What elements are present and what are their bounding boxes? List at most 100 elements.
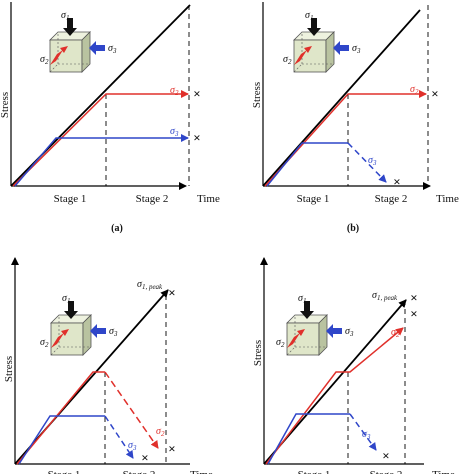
panel-a: Stress Time Stage 1 Stage 2 × × σ2 σ3 σ1…	[0, 2, 220, 234]
sigma3-symbol: σ	[362, 429, 368, 440]
svg-text:σ1: σ1	[298, 293, 306, 305]
time-axis-label: Time	[436, 193, 459, 205]
time-axis-label: Time	[432, 469, 455, 474]
stress-axis-label: Stress	[3, 356, 15, 382]
svg-text:σ3: σ3	[170, 126, 179, 138]
sigma3-path	[267, 413, 350, 465]
cube-sigma3-subscript: 3	[349, 330, 354, 338]
cube-specimen-icon	[293, 17, 350, 73]
panel-b: Stress Time Stage 1 Stage 2 × × σ2 σ3 σ1…	[251, 2, 459, 234]
cube-specimen-icon	[49, 17, 106, 73]
stage2-label: Stage 2	[370, 469, 403, 474]
svg-text:σ3: σ3	[368, 155, 377, 167]
sigma2-path	[16, 371, 105, 465]
sigma3-path	[18, 415, 105, 465]
stage2-label: Stage 2	[123, 469, 156, 474]
svg-text:σ3: σ3	[109, 326, 118, 338]
sigma2-path	[264, 90, 427, 187]
svg-text:σ3: σ3	[345, 326, 354, 338]
failure-mark: ×	[141, 450, 148, 465]
svg-text:σ1: σ1	[62, 293, 70, 305]
cube-specimen-icon	[286, 300, 343, 356]
stage1-label: Stage 1	[297, 193, 330, 205]
svg-text:σ1, peak: σ1, peak	[137, 279, 163, 291]
sigma3-unloading	[347, 142, 387, 183]
sigma3-subscript: 3	[366, 433, 371, 441]
cube-sigma1-symbol: σ	[61, 10, 67, 21]
stage2-label: Stage 2	[375, 193, 408, 205]
failure-mark: ×	[410, 306, 417, 321]
cube-sigma2-symbol: σ	[276, 337, 282, 348]
svg-text:σ2: σ2	[156, 426, 165, 438]
failure-mark: ×	[431, 86, 438, 101]
cube-specimen-icon	[50, 300, 107, 356]
sigma1-peak-symbol: σ	[372, 290, 378, 301]
failure-mark: ×	[410, 290, 417, 305]
sigma3-path	[266, 142, 348, 187]
cube-sigma1-subscript: 1	[310, 14, 314, 22]
sigma3-symbol: σ	[128, 440, 134, 451]
cube-sigma3-symbol: σ	[109, 326, 115, 337]
sigma3-path	[14, 134, 189, 187]
sigma3-unloading	[104, 415, 134, 459]
sigma3-subscript: 3	[372, 159, 377, 167]
cube-sigma2-subscript: 2	[45, 58, 49, 66]
cube-sigma3-subscript: 3	[113, 330, 118, 338]
svg-text:σ1: σ1	[305, 10, 313, 22]
sigma1-peak-subscript: 1, peak	[142, 283, 163, 291]
time-axis-label: Time	[197, 193, 220, 205]
sigma3-subscript: 3	[174, 130, 179, 138]
svg-text:σ1: σ1	[61, 10, 69, 22]
cube-sigma2-symbol: σ	[40, 54, 46, 65]
cube-sigma3-subscript: 3	[112, 47, 117, 55]
time-axis-label: Time	[190, 469, 213, 474]
failure-mark: ×	[193, 86, 200, 101]
svg-text:σ1, peak: σ1, peak	[372, 290, 398, 302]
cube-sigma3-symbol: σ	[352, 43, 358, 54]
sigma2-symbol: σ	[156, 426, 162, 437]
sigma2-unloading	[104, 371, 159, 449]
cube-sigma2-symbol: σ	[283, 54, 289, 65]
sigma2-symbol: σ	[391, 327, 397, 338]
failure-mark: ×	[193, 130, 200, 145]
panel-a-label: (a)	[111, 223, 123, 234]
cube-sigma2-subscript: 2	[45, 341, 49, 349]
svg-text:σ3: σ3	[128, 440, 137, 452]
svg-text:σ3: σ3	[108, 43, 117, 55]
svg-text:σ3: σ3	[362, 429, 371, 441]
cube-sigma1-symbol: σ	[305, 10, 311, 21]
sigma1-peak-subscript: 1, peak	[377, 294, 398, 302]
stress-axis-label: Stress	[0, 92, 11, 118]
cube-sigma1-subscript: 1	[66, 14, 70, 22]
sigma1-path	[262, 9, 421, 187]
cube-sigma1-subscript: 1	[303, 297, 307, 305]
svg-text:σ2: σ2	[410, 84, 419, 96]
svg-text:σ2: σ2	[170, 85, 179, 97]
cube-sigma1-subscript: 1	[67, 297, 71, 305]
sigma2-symbol: σ	[170, 85, 176, 96]
cube-sigma2-symbol: σ	[40, 337, 46, 348]
stage1-label: Stage 1	[298, 469, 331, 474]
cube-sigma3-symbol: σ	[108, 43, 114, 54]
sigma2-subscript: 2	[396, 331, 400, 339]
stress-axis-label: Stress	[251, 82, 263, 108]
stage1-label: Stage 1	[48, 469, 81, 474]
cube-sigma2-subscript: 2	[288, 58, 292, 66]
failure-mark: ×	[393, 174, 400, 189]
svg-text:σ2: σ2	[283, 54, 292, 66]
sigma1-peak-symbol: σ	[137, 279, 143, 290]
sigma2-subscript: 2	[175, 89, 179, 97]
sigma2-symbol: σ	[410, 84, 416, 95]
svg-text:σ2: σ2	[276, 337, 285, 349]
sigma3-symbol: σ	[368, 155, 374, 166]
sigma2-subscript: 2	[161, 430, 165, 438]
sigma3-subscript: 3	[132, 444, 137, 452]
cube-sigma2-subscript: 2	[281, 341, 285, 349]
svg-text:σ2: σ2	[40, 337, 49, 349]
cube-sigma3-symbol: σ	[345, 326, 351, 337]
stage1-label: Stage 1	[54, 193, 87, 205]
svg-text:σ2: σ2	[391, 327, 400, 339]
svg-text:σ3: σ3	[352, 43, 361, 55]
sigma2-path	[265, 327, 404, 465]
